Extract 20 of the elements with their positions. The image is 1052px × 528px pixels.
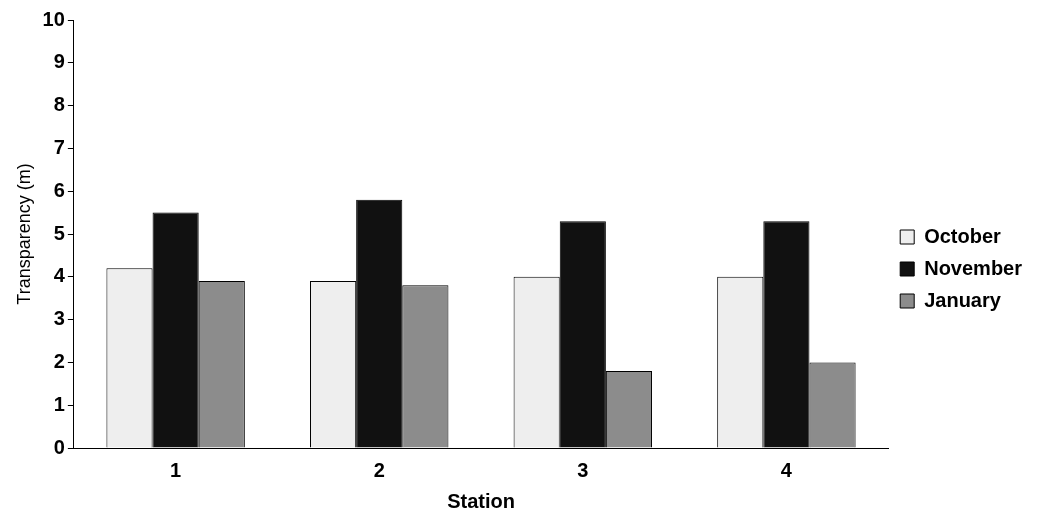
legend-label: January [924, 288, 1002, 311]
x-axis-title: Station [447, 489, 515, 512]
y-tick-label: 5 [53, 221, 65, 244]
legend-label: October [924, 224, 1002, 247]
x-tick-label: 4 [780, 458, 793, 481]
y-tick-label: 7 [53, 135, 65, 158]
y-tick-label: 2 [53, 349, 65, 372]
y-axis-title: Transparency (m) [13, 163, 34, 305]
y-tick-label: 6 [53, 178, 65, 201]
y-tick-label: 3 [53, 307, 65, 330]
y-tick-label: 10 [42, 7, 65, 30]
y-tick-label: 0 [53, 435, 65, 458]
x-tick-label: 2 [373, 458, 385, 481]
y-tick-label: 1 [53, 392, 65, 415]
legend-label: November [924, 256, 1023, 279]
y-tick-label: 4 [53, 264, 66, 287]
x-tick-label: 1 [170, 458, 182, 481]
y-tick-label: 8 [53, 93, 65, 116]
y-tick-label: 9 [53, 50, 65, 73]
x-tick-label: 3 [577, 458, 589, 481]
